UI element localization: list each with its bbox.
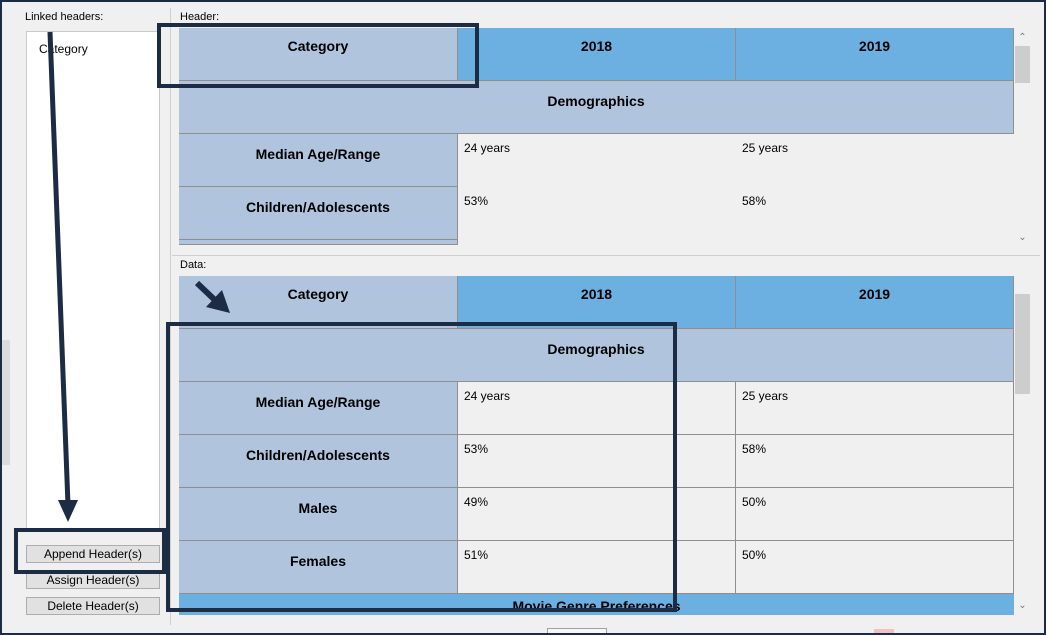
- grid-divider: [172, 255, 1040, 256]
- row-header[interactable]: Median Age/Range: [179, 134, 458, 187]
- column-header-2018[interactable]: 2018: [458, 28, 736, 81]
- column-header-2019[interactable]: 2019: [736, 276, 1014, 329]
- row-header[interactable]: Median Age/Range: [179, 382, 458, 435]
- panel-divider: [170, 8, 171, 625]
- header-grid-label: Header:: [180, 11, 220, 23]
- bottom-indicator: [874, 629, 894, 633]
- delete-headers-button[interactable]: Delete Header(s): [26, 597, 160, 615]
- cell-value[interactable]: 24 years: [458, 134, 736, 187]
- linked-header-item[interactable]: Category: [39, 42, 88, 56]
- row-header[interactable]: Children/Adolescents: [179, 435, 458, 488]
- chevron-up-icon[interactable]: ⌃: [1018, 32, 1027, 43]
- column-header-2019[interactable]: 2019: [736, 28, 1014, 81]
- scrollbar-thumb[interactable]: [1015, 294, 1030, 394]
- chevron-down-icon[interactable]: ⌄: [1018, 232, 1027, 243]
- cell-value[interactable]: 49%: [458, 488, 736, 541]
- section-row-demographics[interactable]: Demographics: [179, 329, 1014, 382]
- cell-value[interactable]: 25 years: [736, 382, 1014, 435]
- linked-headers-list[interactable]: Category: [26, 31, 160, 531]
- cell-value[interactable]: 24 years: [458, 382, 736, 435]
- column-header-category[interactable]: Category: [179, 28, 458, 81]
- data-grid[interactable]: Category 2018 2019 Demographics Median A…: [179, 276, 1014, 615]
- cell-value[interactable]: 25 years: [736, 134, 1014, 187]
- cell-value[interactable]: 51%: [458, 541, 736, 594]
- cell-value[interactable]: 50%: [736, 488, 1014, 541]
- row-header-partial: [179, 240, 458, 245]
- section-row-demographics[interactable]: Demographics: [179, 81, 1014, 134]
- cell-value[interactable]: 58%: [736, 435, 1014, 488]
- cell-value[interactable]: 58%: [736, 187, 1014, 240]
- data-grid-scrollbar[interactable]: ⌄: [1014, 276, 1031, 615]
- linked-headers-label: Linked headers:: [25, 11, 104, 23]
- scrollbar-thumb[interactable]: [1015, 46, 1030, 83]
- row-header[interactable]: Females: [179, 541, 458, 594]
- chevron-down-icon[interactable]: ⌄: [1018, 600, 1027, 611]
- data-grid-label: Data:: [180, 259, 207, 271]
- column-header-2018[interactable]: 2018: [458, 276, 736, 329]
- column-header-category[interactable]: Category: [179, 276, 458, 329]
- cell-value[interactable]: 53%: [458, 187, 736, 240]
- cell-value[interactable]: 50%: [736, 541, 1014, 594]
- row-header[interactable]: Males: [179, 488, 458, 541]
- append-headers-button[interactable]: Append Header(s): [26, 545, 160, 563]
- header-grid[interactable]: Category 2018 2019 Demographics Median A…: [179, 28, 1014, 245]
- left-edge-strip: [2, 340, 10, 465]
- assign-headers-button[interactable]: Assign Header(s): [26, 571, 160, 589]
- cell-value[interactable]: 53%: [458, 435, 736, 488]
- section-row-movie-genre-preferences[interactable]: Movie Genre Preferences: [179, 594, 1014, 615]
- row-header[interactable]: Children/Adolescents: [179, 187, 458, 240]
- bottom-tab: [547, 628, 607, 634]
- header-grid-scrollbar[interactable]: ⌃ ⌄: [1014, 28, 1031, 245]
